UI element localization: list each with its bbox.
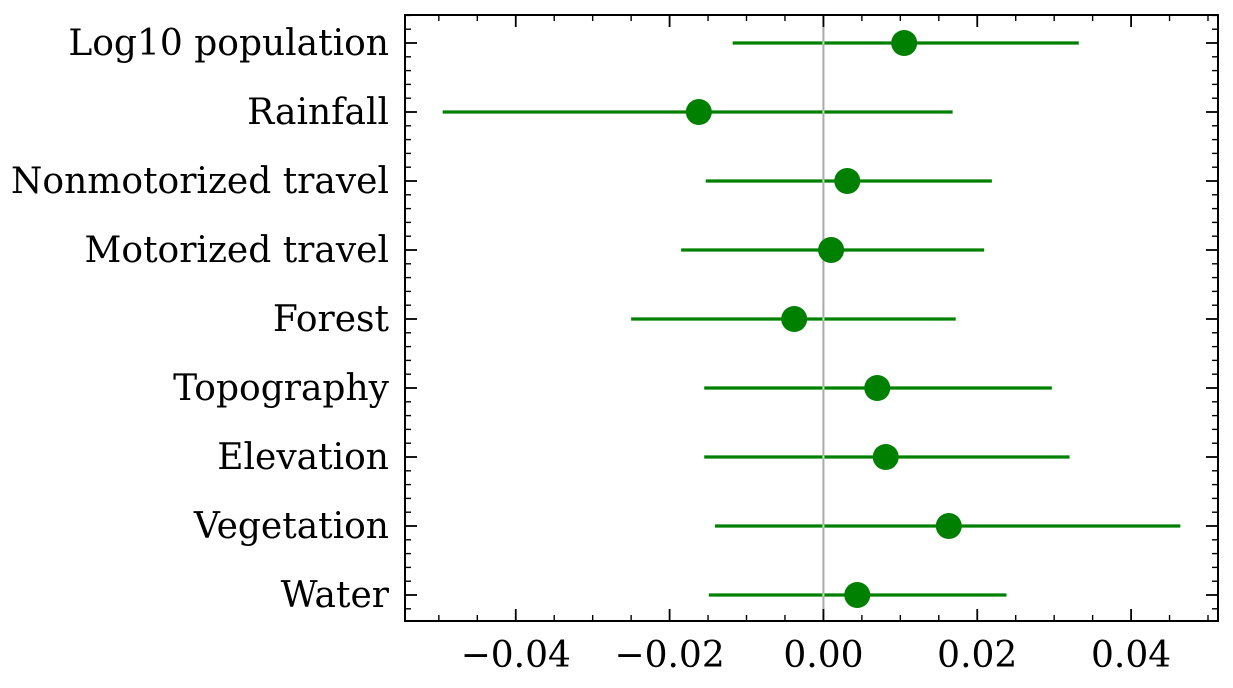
y-tick-label: Topography xyxy=(173,368,390,409)
estimate-point xyxy=(844,582,871,608)
estimate-point xyxy=(685,99,712,125)
estimate-point xyxy=(864,375,891,401)
axes-frame xyxy=(404,14,1219,622)
y-tick-label: Water xyxy=(281,575,390,616)
x-tick-label: 0.00 xyxy=(783,635,863,676)
estimate-point xyxy=(891,30,918,56)
plot-area xyxy=(442,15,1181,621)
x-tick-label: −0.04 xyxy=(461,635,571,676)
estimate-point xyxy=(781,306,808,332)
estimate-point xyxy=(935,513,962,539)
y-tick-label: Rainfall xyxy=(247,92,389,133)
estimate-point xyxy=(872,444,899,470)
axes-border xyxy=(404,14,1219,622)
x-tick-label: 0.04 xyxy=(1091,635,1171,676)
y-tick-label: Nonmotorized travel xyxy=(11,161,389,202)
estimate-point xyxy=(818,237,845,263)
y-tick-label: Elevation xyxy=(217,437,389,478)
x-tick-label: 0.02 xyxy=(937,635,1017,676)
y-tick-label: Motorized travel xyxy=(85,230,389,271)
estimate-point xyxy=(834,168,861,194)
y-tick-label: Forest xyxy=(273,299,390,340)
tick-labels: −0.04 −0.02 0.00 0.02 0.04 Log10 population Ra… xyxy=(11,23,1171,676)
x-tick-label: −0.02 xyxy=(614,635,724,676)
y-tick-label: Log10 population xyxy=(68,23,389,64)
y-tick-label: Vegetation xyxy=(193,506,389,547)
